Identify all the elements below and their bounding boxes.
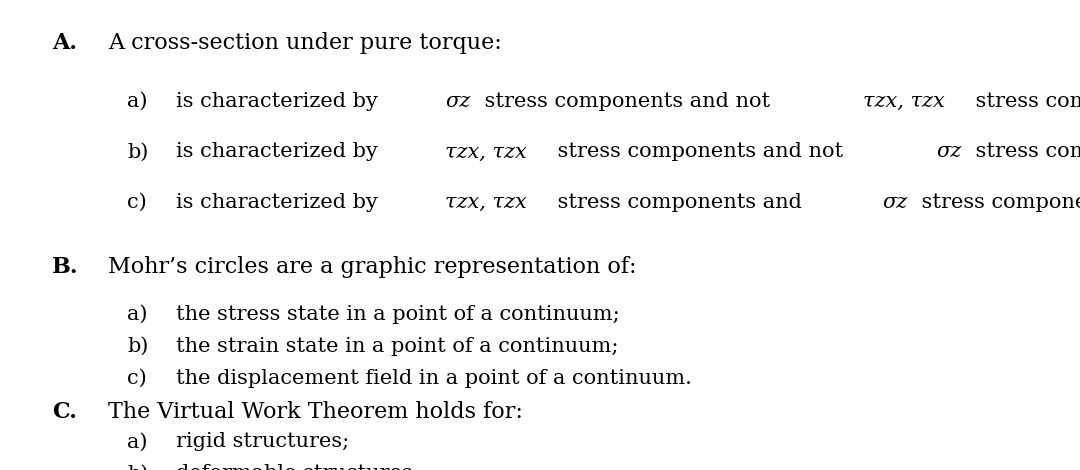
Text: C.: C. [52,401,77,423]
Text: stress components and not: stress components and not [477,92,777,111]
Text: A cross-section under pure torque:: A cross-section under pure torque: [108,32,502,55]
Text: A.: A. [52,32,77,55]
Text: stress components;: stress components; [969,142,1080,162]
Text: c): c) [127,193,147,212]
Text: stress components and not.: stress components and not. [916,193,1080,212]
Text: the strain state in a point of a continuum;: the strain state in a point of a continu… [176,337,619,356]
Text: deformable structures;: deformable structures; [176,464,420,470]
Text: τzx, τzx: τzx, τzx [445,142,527,162]
Text: B.: B. [52,256,79,278]
Text: Mohr’s circles are a graphic representation of:: Mohr’s circles are a graphic representat… [108,256,636,278]
Text: σz: σz [445,92,470,111]
Text: stress components;: stress components; [969,92,1080,111]
Text: σz: σz [936,142,961,162]
Text: a): a) [127,92,148,111]
Text: τzx, τzx: τzx, τzx [445,193,527,212]
Text: σz: σz [882,193,908,212]
Text: b): b) [127,337,149,356]
Text: a): a) [127,432,148,452]
Text: a): a) [127,305,148,324]
Text: rigid structures;: rigid structures; [176,432,349,452]
Text: is characterized by: is characterized by [176,92,384,111]
Text: is characterized by: is characterized by [176,142,384,162]
Text: b): b) [127,464,149,470]
Text: stress components and: stress components and [551,193,808,212]
Text: τzx, τzx: τzx, τzx [863,92,945,111]
Text: the displacement field in a point of a continuum.: the displacement field in a point of a c… [176,368,692,388]
Text: b): b) [127,142,149,162]
Text: is characterized by: is characterized by [176,193,384,212]
Text: stress components and not: stress components and not [551,142,849,162]
Text: The Virtual Work Theorem holds for:: The Virtual Work Theorem holds for: [108,401,523,423]
Text: the stress state in a point of a continuum;: the stress state in a point of a continu… [176,305,620,324]
Text: c): c) [127,368,147,388]
